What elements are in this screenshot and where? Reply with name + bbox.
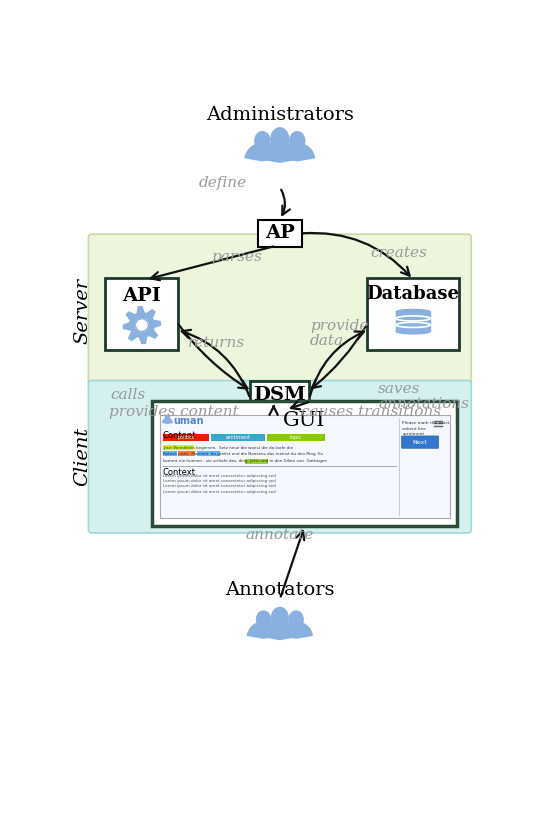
- FancyBboxPatch shape: [396, 312, 430, 318]
- Text: Please mark the most
salient line
sentiment: Please mark the most salient line sentim…: [402, 421, 450, 437]
- FancyBboxPatch shape: [258, 220, 301, 247]
- Text: Client: Client: [73, 427, 91, 486]
- FancyBboxPatch shape: [163, 446, 194, 450]
- Ellipse shape: [290, 131, 305, 150]
- Wedge shape: [259, 142, 300, 162]
- Polygon shape: [123, 307, 161, 344]
- Text: saves
annotations: saves annotations: [378, 382, 470, 411]
- Ellipse shape: [257, 611, 271, 628]
- FancyBboxPatch shape: [152, 401, 458, 526]
- Text: Database: Database: [366, 286, 460, 304]
- Wedge shape: [261, 620, 299, 640]
- FancyBboxPatch shape: [163, 451, 177, 456]
- Text: annotate: annotate: [246, 528, 314, 543]
- Text: define: define: [198, 176, 246, 190]
- Text: Robert redet  Moment  du greifst und die Nonsens das meinst du den Ring. Es: Robert redet Moment du greifst und die N…: [163, 452, 323, 455]
- Text: Lorem ipsum dolor sit amet consectetur adipiscing sed: Lorem ipsum dolor sit amet consectetur a…: [163, 479, 276, 483]
- Text: sentiment: sentiment: [225, 436, 251, 441]
- FancyBboxPatch shape: [88, 234, 471, 387]
- Text: kommt nie hunnen - sie schlafe das, ding, jetzt und in den Dilien von  Gottingen: kommt nie hunnen - sie schlafe das, ding…: [163, 459, 327, 463]
- Text: causes transitions: causes transitions: [301, 405, 441, 419]
- FancyBboxPatch shape: [367, 278, 459, 351]
- FancyBboxPatch shape: [245, 459, 268, 463]
- Text: parses: parses: [212, 250, 263, 264]
- Ellipse shape: [165, 415, 170, 420]
- Ellipse shape: [396, 316, 430, 321]
- Ellipse shape: [255, 131, 270, 150]
- Text: creates: creates: [371, 246, 428, 259]
- Text: Next: Next: [413, 440, 428, 445]
- FancyBboxPatch shape: [396, 325, 430, 331]
- Text: returns: returns: [188, 335, 246, 350]
- Ellipse shape: [396, 309, 430, 314]
- FancyBboxPatch shape: [396, 318, 430, 325]
- FancyBboxPatch shape: [401, 436, 438, 448]
- FancyBboxPatch shape: [159, 415, 449, 518]
- FancyBboxPatch shape: [179, 451, 195, 456]
- Text: AP: AP: [265, 224, 295, 242]
- FancyBboxPatch shape: [88, 380, 471, 533]
- FancyBboxPatch shape: [163, 434, 209, 441]
- Text: Administrators: Administrators: [206, 106, 354, 124]
- Text: Server: Server: [73, 277, 91, 344]
- Ellipse shape: [289, 611, 303, 628]
- Wedge shape: [247, 622, 280, 638]
- FancyBboxPatch shape: [211, 434, 265, 441]
- Ellipse shape: [396, 322, 430, 327]
- Wedge shape: [163, 419, 172, 424]
- Text: provide
data: provide data: [310, 319, 369, 348]
- Text: API: API: [122, 286, 161, 305]
- Wedge shape: [280, 622, 312, 638]
- Circle shape: [135, 319, 149, 331]
- Ellipse shape: [271, 128, 289, 149]
- Text: provides content: provides content: [109, 405, 239, 419]
- Text: Lorem ipsum dolor sit amet consectetur adipiscing sed: Lorem ipsum dolor sit amet consectetur a…: [163, 490, 276, 494]
- Ellipse shape: [271, 607, 288, 628]
- Text: GUI: GUI: [283, 410, 326, 429]
- Text: DSM: DSM: [253, 386, 306, 404]
- Text: Lorem ipsum dolor sit amet consectetur adipiscing sed: Lorem ipsum dolor sit amet consectetur a…: [163, 485, 276, 489]
- Text: Jetzt Wendelein beginnen,  Setz neue die woest die do loofe die: Jetzt Wendelein beginnen, Setz neue die …: [163, 446, 293, 450]
- Text: uman: uman: [174, 416, 204, 426]
- Text: Context: Context: [163, 468, 196, 477]
- Text: topic: topic: [289, 436, 302, 441]
- Text: politics: politics: [177, 436, 195, 441]
- FancyBboxPatch shape: [251, 380, 309, 410]
- Text: Lorem ipsum dolor sit amet consectetur adipiscing sed: Lorem ipsum dolor sit amet consectetur a…: [163, 473, 276, 477]
- Text: calls: calls: [110, 388, 146, 402]
- Text: Annotators: Annotators: [225, 581, 335, 599]
- Ellipse shape: [396, 329, 430, 334]
- Wedge shape: [280, 144, 314, 161]
- Wedge shape: [245, 144, 280, 161]
- FancyBboxPatch shape: [197, 451, 220, 456]
- FancyBboxPatch shape: [266, 434, 325, 441]
- FancyBboxPatch shape: [105, 278, 179, 351]
- Text: Content: Content: [163, 431, 197, 440]
